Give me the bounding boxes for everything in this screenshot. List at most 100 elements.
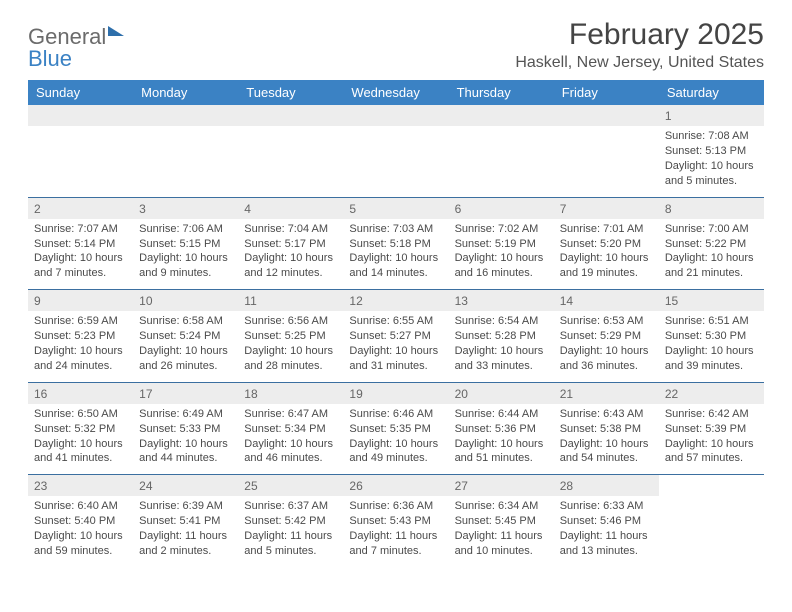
day-day1: Daylight: 10 hours	[665, 344, 758, 359]
calendar-day-cell: 15Sunrise: 6:51 AMSunset: 5:30 PMDayligh…	[659, 290, 764, 382]
day-sunset: Sunset: 5:35 PM	[349, 422, 442, 437]
calendar-day-cell: 1Sunrise: 7:08 AMSunset: 5:13 PMDaylight…	[659, 105, 764, 197]
day-header-tuesday: Tuesday	[238, 80, 343, 105]
day-day1: Daylight: 10 hours	[34, 251, 127, 266]
calendar-day-cell: 20Sunrise: 6:44 AMSunset: 5:36 PMDayligh…	[449, 383, 554, 475]
day-number-empty	[133, 105, 238, 126]
day-header-friday: Friday	[554, 80, 659, 105]
day-day1: Daylight: 10 hours	[244, 344, 337, 359]
day-day2: and 7 minutes.	[34, 266, 127, 281]
day-sunset: Sunset: 5:38 PM	[560, 422, 653, 437]
day-day2: and 24 minutes.	[34, 359, 127, 374]
day-number: 5	[343, 198, 448, 219]
calendar-day-cell: 12Sunrise: 6:55 AMSunset: 5:27 PMDayligh…	[343, 290, 448, 382]
calendar-empty-cell	[659, 475, 764, 567]
day-sunrise: Sunrise: 6:54 AM	[455, 314, 548, 329]
day-day2: and 10 minutes.	[455, 544, 548, 559]
calendar-week: 23Sunrise: 6:40 AMSunset: 5:40 PMDayligh…	[28, 474, 764, 567]
day-day2: and 9 minutes.	[139, 266, 232, 281]
day-number: 14	[554, 290, 659, 311]
day-sunset: Sunset: 5:13 PM	[665, 144, 758, 159]
day-day1: Daylight: 10 hours	[349, 437, 442, 452]
day-number: 12	[343, 290, 448, 311]
logo-triangle-icon	[108, 26, 124, 36]
day-sunrise: Sunrise: 7:01 AM	[560, 222, 653, 237]
day-number: 22	[659, 383, 764, 404]
day-sunrise: Sunrise: 7:03 AM	[349, 222, 442, 237]
day-number: 18	[238, 383, 343, 404]
day-day1: Daylight: 10 hours	[665, 159, 758, 174]
day-sunrise: Sunrise: 6:42 AM	[665, 407, 758, 422]
calendar-day-cell: 14Sunrise: 6:53 AMSunset: 5:29 PMDayligh…	[554, 290, 659, 382]
calendar-grid: Sunday Monday Tuesday Wednesday Thursday…	[28, 80, 764, 567]
day-number: 26	[343, 475, 448, 496]
day-day2: and 13 minutes.	[560, 544, 653, 559]
day-sunrise: Sunrise: 6:50 AM	[34, 407, 127, 422]
day-number: 17	[133, 383, 238, 404]
day-day1: Daylight: 10 hours	[244, 251, 337, 266]
calendar-empty-cell	[28, 105, 133, 197]
day-sunset: Sunset: 5:17 PM	[244, 237, 337, 252]
day-number: 8	[659, 198, 764, 219]
day-sunset: Sunset: 5:40 PM	[34, 514, 127, 529]
day-sunrise: Sunrise: 6:34 AM	[455, 499, 548, 514]
day-sunset: Sunset: 5:18 PM	[349, 237, 442, 252]
day-day2: and 59 minutes.	[34, 544, 127, 559]
day-day1: Daylight: 10 hours	[560, 344, 653, 359]
day-day1: Daylight: 10 hours	[244, 437, 337, 452]
day-day1: Daylight: 10 hours	[34, 529, 127, 544]
day-day2: and 26 minutes.	[139, 359, 232, 374]
day-day2: and 36 minutes.	[560, 359, 653, 374]
day-number: 21	[554, 383, 659, 404]
day-day1: Daylight: 10 hours	[665, 251, 758, 266]
day-sunset: Sunset: 5:39 PM	[665, 422, 758, 437]
calendar-day-cell: 18Sunrise: 6:47 AMSunset: 5:34 PMDayligh…	[238, 383, 343, 475]
calendar-day-cell: 9Sunrise: 6:59 AMSunset: 5:23 PMDaylight…	[28, 290, 133, 382]
day-sunset: Sunset: 5:46 PM	[560, 514, 653, 529]
day-number-empty	[28, 105, 133, 126]
day-day2: and 7 minutes.	[349, 544, 442, 559]
day-sunset: Sunset: 5:33 PM	[139, 422, 232, 437]
brand-logo: General Blue	[28, 18, 124, 72]
day-sunrise: Sunrise: 7:07 AM	[34, 222, 127, 237]
calendar-day-cell: 27Sunrise: 6:34 AMSunset: 5:45 PMDayligh…	[449, 475, 554, 567]
day-number: 11	[238, 290, 343, 311]
day-sunset: Sunset: 5:19 PM	[455, 237, 548, 252]
day-number: 10	[133, 290, 238, 311]
day-sunset: Sunset: 5:43 PM	[349, 514, 442, 529]
calendar-day-cell: 13Sunrise: 6:54 AMSunset: 5:28 PMDayligh…	[449, 290, 554, 382]
calendar-empty-cell	[238, 105, 343, 197]
day-sunset: Sunset: 5:27 PM	[349, 329, 442, 344]
day-number: 20	[449, 383, 554, 404]
day-day1: Daylight: 11 hours	[349, 529, 442, 544]
day-day2: and 28 minutes.	[244, 359, 337, 374]
day-day1: Daylight: 10 hours	[455, 344, 548, 359]
calendar-day-cell: 21Sunrise: 6:43 AMSunset: 5:38 PMDayligh…	[554, 383, 659, 475]
day-day2: and 49 minutes.	[349, 451, 442, 466]
day-sunrise: Sunrise: 6:56 AM	[244, 314, 337, 329]
day-day1: Daylight: 10 hours	[349, 251, 442, 266]
day-day2: and 54 minutes.	[560, 451, 653, 466]
day-sunrise: Sunrise: 6:46 AM	[349, 407, 442, 422]
day-sunrise: Sunrise: 7:04 AM	[244, 222, 337, 237]
day-sunrise: Sunrise: 6:33 AM	[560, 499, 653, 514]
day-number: 19	[343, 383, 448, 404]
day-sunset: Sunset: 5:24 PM	[139, 329, 232, 344]
calendar-day-cell: 26Sunrise: 6:36 AMSunset: 5:43 PMDayligh…	[343, 475, 448, 567]
day-day2: and 16 minutes.	[455, 266, 548, 281]
calendar-empty-cell	[449, 105, 554, 197]
day-sunrise: Sunrise: 7:08 AM	[665, 129, 758, 144]
day-day2: and 51 minutes.	[455, 451, 548, 466]
day-day1: Daylight: 11 hours	[139, 529, 232, 544]
calendar-empty-cell	[133, 105, 238, 197]
day-number: 9	[28, 290, 133, 311]
day-number: 6	[449, 198, 554, 219]
day-sunrise: Sunrise: 6:39 AM	[139, 499, 232, 514]
calendar-week: 9Sunrise: 6:59 AMSunset: 5:23 PMDaylight…	[28, 289, 764, 382]
day-day2: and 12 minutes.	[244, 266, 337, 281]
day-sunrise: Sunrise: 6:51 AM	[665, 314, 758, 329]
day-sunset: Sunset: 5:25 PM	[244, 329, 337, 344]
day-sunset: Sunset: 5:30 PM	[665, 329, 758, 344]
day-header-sunday: Sunday	[28, 80, 133, 105]
day-sunset: Sunset: 5:32 PM	[34, 422, 127, 437]
